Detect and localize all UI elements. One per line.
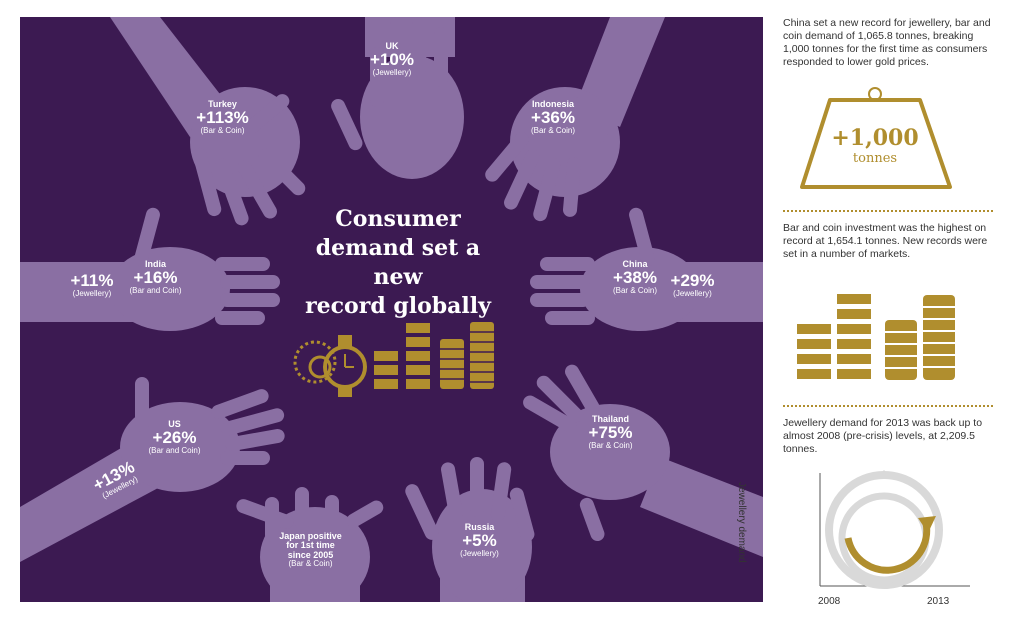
bars-coins-icon [797,294,955,380]
market-name: for 1st time [286,540,335,551]
market-name: Russia [464,522,495,532]
headline-line: demand set a new [315,235,481,290]
hand-us [20,377,285,562]
label-russia: Russia +5% (Jewellery) [447,522,512,559]
label-india-bar: India +16% (Bar and Coin) [123,259,188,296]
label-thailand: Thailand +75% (Bar & Coin) [578,414,643,451]
hands-illustration [20,17,763,602]
market-name: Indonesia [531,99,574,109]
gold-icons [293,322,494,397]
market-value: +5% [462,531,497,551]
market-name: Turkey [208,99,237,109]
market-value: +36% [531,108,575,128]
infographic-panel: Consumer demand set a new record globall… [20,17,763,602]
jewellery-chart [819,470,970,589]
weight-icon [800,87,952,189]
market-value: +38% [613,268,657,288]
market-type: (Jewellery) [72,288,112,298]
market-type: (Bar and Coin) [129,286,182,296]
market-value: +11% [70,271,114,290]
market-type: (Bar and Coin) [148,446,201,456]
chart-arrowhead [918,516,936,533]
hand-thailand [523,364,763,557]
hand-indonesia [485,17,665,222]
weight-unit: tonnes [852,151,898,166]
market-name: India [144,259,166,269]
chart-ring-outer [825,471,943,589]
market-type: (Jewellery) [372,68,412,78]
market-value: +16% [133,268,178,288]
hand-uk [331,17,464,179]
market-type: (Bar & Coin) [288,559,333,569]
market-value: +10% [370,50,414,70]
market-type: (Jewellery) [460,549,499,559]
hand-china [530,207,763,331]
divider [783,405,993,407]
market-value: +26% [152,428,197,448]
market-name: since 2005 [287,549,334,560]
market-value: +113% [196,108,249,128]
hand-russia [405,457,535,602]
label-japan: Japan positive for 1st time since 2005 (… [268,531,353,569]
label-turkey: Turkey +113% (Bar & Coin) [185,99,260,136]
market-type: (Bar & Coin) [200,126,245,136]
market-type: (Bar & Coin) [588,441,633,451]
label-china-bar: China +38% (Bar & Coin) [605,259,665,296]
china-record-text: China set a new record for jewellery, ba… [783,17,991,68]
market-value: +29% [670,271,715,290]
hand-japan [236,487,384,602]
weight-value: +1,000 [831,125,919,151]
market-name: UK [385,41,399,51]
market-value: +75% [588,423,633,443]
chart-x-start: 2008 [818,596,841,607]
market-type: (Bar & Coin) [530,126,575,136]
watch-icon [323,335,367,397]
market-type: (Jewellery) [673,288,712,298]
headline-line: Consumer [335,206,461,232]
jewellery-text: Jewellery demand for 2013 was back up to… [783,417,983,455]
hand-turkey [110,17,306,226]
label-india-jewellery: +11% (Jewellery) [62,272,122,298]
chart-x-end: 2013 [927,596,950,607]
chart-y-label: Jewellery demand [736,482,747,563]
market-name: US [168,419,181,429]
market-name: Japan positive [279,531,342,541]
divider [783,210,993,212]
market-name: Thailand [591,414,629,424]
necklace-icon [293,340,337,384]
label-us-bar: US +26% (Bar and Coin) [142,419,207,456]
label-china-jewellery: +29% (Jewellery) [665,272,720,298]
headline-line: record globally [305,293,491,319]
market-type: (Bar & Coin) [612,286,657,296]
gold-bars-icon [374,323,430,389]
hand-india [20,207,280,331]
headline: Consumer demand set a new record globall… [288,205,508,321]
label-uk: UK +10% (Jewellery) [362,41,422,78]
chart-arrow [844,522,931,574]
bar-coin-text: Bar and coin investment was the highest … [783,222,988,260]
weight-label: +1,000 tonnes [800,125,950,166]
label-indonesia: Indonesia +36% (Bar & Coin) [518,99,588,136]
market-name: China [622,259,648,269]
